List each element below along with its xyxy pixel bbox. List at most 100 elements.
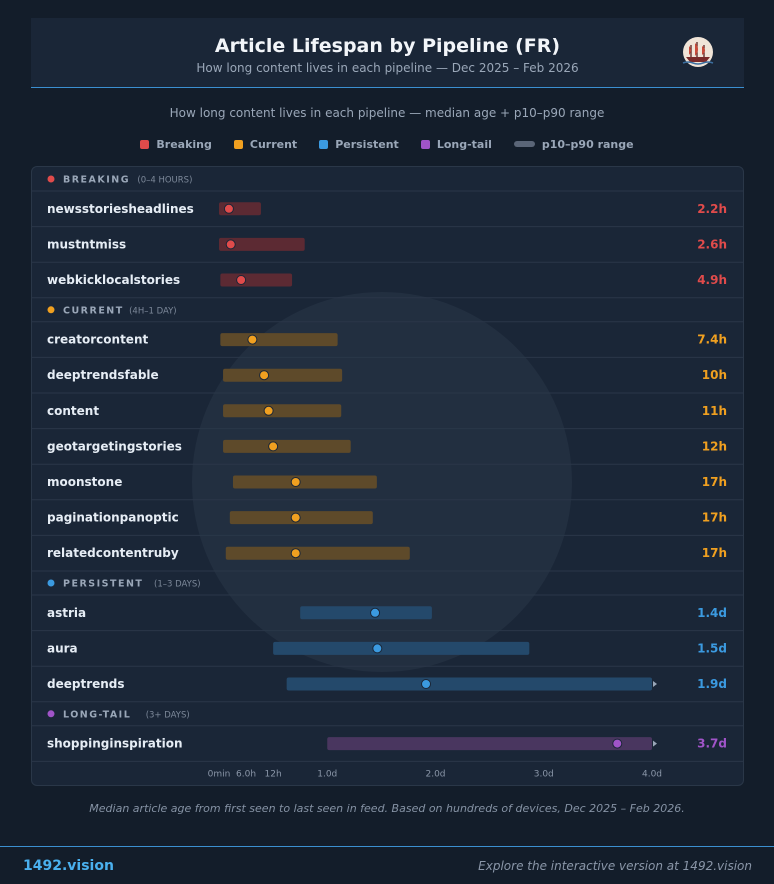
group-dot-persistent: [47, 579, 55, 587]
x-tick-label: 0min: [208, 769, 231, 779]
group-dot-long-tail: [47, 710, 55, 718]
row-label: aura: [47, 641, 78, 655]
median-dot: [263, 405, 274, 416]
median-dot: [612, 738, 623, 749]
legend-swatch-long-tail: [420, 139, 430, 149]
x-tick-label: 12h: [265, 769, 282, 779]
chart-subtitle: How long content lives in each pipeline …: [169, 106, 605, 120]
range-bar: [229, 511, 373, 525]
median-value-label: 7.4h: [697, 333, 727, 347]
footnote: Median article age from first seen to la…: [89, 802, 685, 815]
group-title-current: CURRENT: [63, 305, 124, 316]
legend-item-breaking: Breaking: [140, 136, 212, 152]
row-label: webkicklocalstories: [47, 273, 180, 287]
median-dot: [372, 643, 383, 654]
range-bar: [223, 368, 343, 382]
range-bar: [223, 404, 342, 418]
x-tick-label: 2.0d: [425, 769, 445, 779]
chart-panel: BREAKING (0–4 HOURS) newsstoriesheadlines 2…: [31, 166, 744, 786]
row-label: newsstoriesheadlines: [47, 202, 194, 216]
range-bar: [219, 237, 305, 251]
overflow-arrow-icon: [653, 681, 657, 687]
legend-item-persistent: Persistent: [319, 136, 399, 152]
chart-header: Article Lifespan by Pipeline (FR) How lo…: [31, 18, 744, 88]
median-value-label: 17h: [702, 475, 727, 489]
legend-label-long-tail: Long-tail: [436, 137, 492, 151]
median-value-label: 10h: [702, 368, 727, 382]
group-title-long-tail: LONG-TAIL: [63, 709, 131, 720]
x-tick-label: 3.0d: [534, 769, 554, 779]
range-bar: [327, 737, 652, 751]
brand-link[interactable]: 1492.vision: [23, 858, 114, 874]
median-dot: [421, 679, 432, 689]
x-tick-label: 1.0d: [317, 769, 337, 779]
median-value-label: 3.7d: [697, 737, 727, 751]
row-label: astria: [47, 606, 86, 620]
legend-swatch-breaking: [140, 139, 150, 149]
legend-label-current: Current: [249, 137, 298, 151]
range-bar: [286, 677, 652, 691]
legend-swatch-current: [233, 139, 243, 149]
median-dot: [236, 275, 247, 285]
median-value-label: 4.9h: [697, 273, 727, 287]
page-title: Article Lifespan by Pipeline (FR): [214, 35, 561, 57]
median-dot: [290, 548, 301, 559]
range-bar: [220, 333, 338, 347]
group-dot-current: [47, 306, 55, 314]
range-bar: [300, 606, 432, 620]
row-label: deeptrends: [47, 677, 125, 691]
legend-item-range: p10–p90 range: [513, 136, 634, 152]
group-range-persistent: (1–3 DAYS): [154, 580, 201, 590]
row-label: relatedcontentruby: [47, 546, 179, 560]
row-label: shoppinginspiration: [47, 737, 183, 751]
legend-label-persistent: Persistent: [335, 137, 399, 151]
median-value-label: 17h: [702, 511, 727, 525]
group-title-breaking: BREAKING: [63, 175, 130, 186]
x-tick-label: 6.0h: [236, 769, 256, 779]
median-dot: [225, 239, 236, 250]
ship-logo-icon: [682, 37, 714, 67]
row-label: content: [47, 404, 99, 418]
legend-swatch-persistent: [319, 139, 329, 149]
page-subtitle: How long content lives in each pipeline …: [196, 61, 579, 75]
range-bar: [223, 439, 351, 453]
median-value-label: 11h: [702, 404, 727, 418]
median-value-label: 17h: [702, 546, 727, 560]
group-range-long-tail: (3+ DAYS): [146, 710, 190, 720]
median-dot: [290, 512, 301, 523]
row-label: moonstone: [47, 475, 122, 489]
median-value-label: 1.4d: [697, 606, 727, 620]
row-label: creatorcontent: [47, 333, 148, 347]
median-dot: [370, 607, 381, 618]
range-bar: [225, 546, 410, 560]
median-value-label: 12h: [702, 439, 727, 453]
range-bar: [220, 273, 293, 287]
median-dot: [247, 334, 258, 345]
median-value-label: 1.9d: [697, 677, 727, 691]
legend-item-long-tail: Long-tail: [420, 136, 492, 152]
explore-link[interactable]: Explore the interactive version at 1492.…: [478, 859, 752, 873]
overflow-arrow-icon: [653, 740, 657, 747]
row-label: geotargetingstories: [47, 439, 182, 453]
x-tick-label: 4.0d: [642, 769, 662, 779]
range-bar: [232, 475, 377, 489]
median-dot: [223, 203, 234, 214]
group-title-persistent: PERSISTENT: [63, 579, 143, 590]
median-dot: [268, 441, 279, 452]
group-range-breaking: (0–4 HOURS): [137, 176, 192, 186]
legend-item-current: Current: [233, 136, 298, 152]
median-value-label: 2.6h: [697, 237, 727, 251]
legend-label-breaking: Breaking: [156, 137, 212, 151]
row-label: deeptrendsfable: [47, 368, 159, 382]
lifespan-chart: BREAKING (0–4 HOURS) newsstoriesheadlines 2…: [32, 175, 743, 779]
median-dot: [290, 477, 301, 487]
median-value-label: 2.2h: [697, 202, 727, 216]
row-label: paginationpanoptic: [47, 511, 179, 525]
footer-divider: [0, 846, 774, 847]
median-dot: [259, 370, 270, 381]
group-range-current: (4H–1 DAY): [129, 306, 177, 316]
watermark-ship-icon: [192, 292, 572, 672]
legend-swatch-range: [513, 141, 535, 147]
group-dot-breaking: [47, 175, 55, 183]
row-label: mustntmiss: [47, 237, 126, 251]
